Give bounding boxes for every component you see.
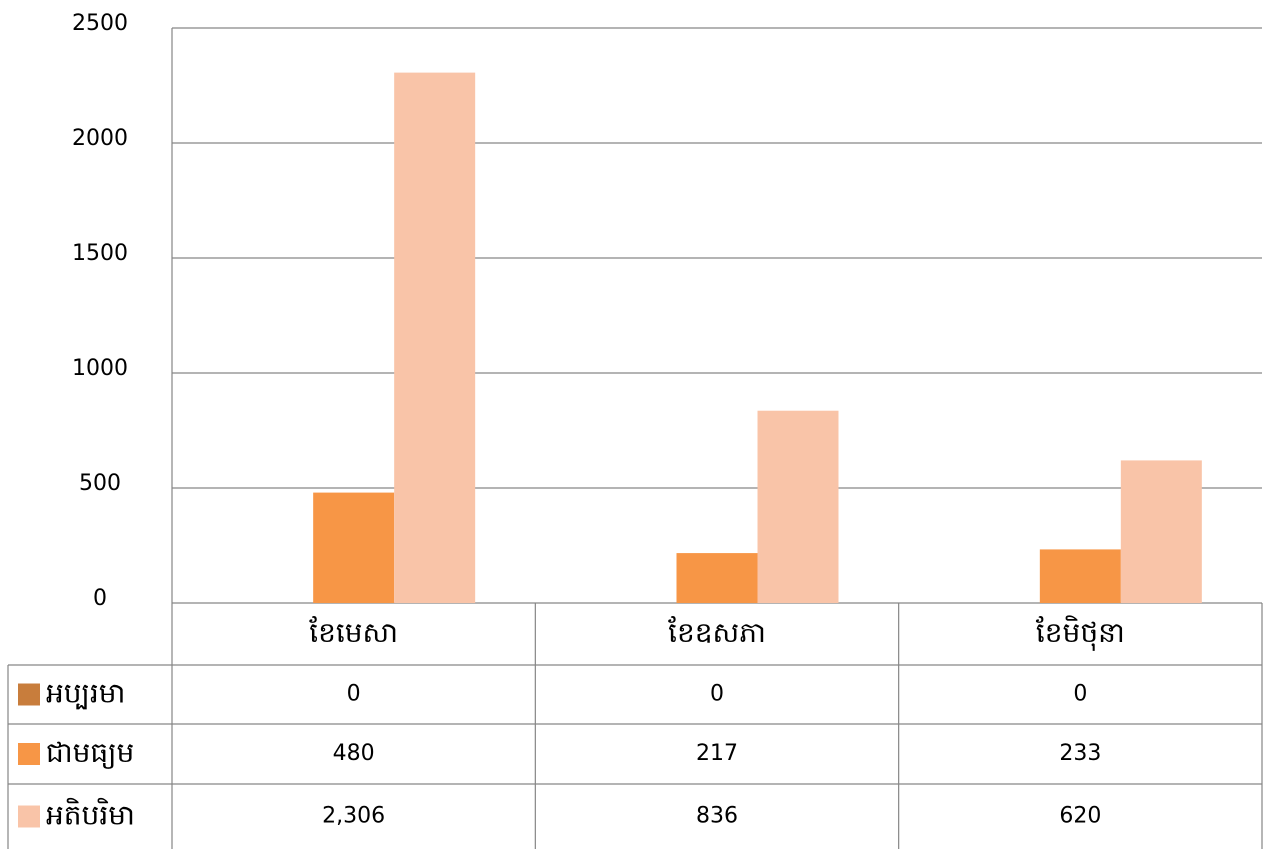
y-tick-label: 0	[93, 586, 107, 611]
y-tick-label: 1000	[72, 356, 128, 381]
table-value: 233	[1059, 741, 1101, 766]
legend-label: ជាមធ្យម	[46, 736, 134, 769]
x-tick-label: ខែឧសភា	[668, 616, 766, 649]
table-value: 0	[1073, 682, 1087, 707]
bar	[313, 492, 395, 603]
table-value: 217	[696, 741, 738, 766]
x-tick-label: ខែមេសា	[309, 616, 398, 649]
bar	[394, 72, 476, 604]
y-tick-label: 1500	[72, 241, 128, 266]
x-tick-label: ខែមិថុនា	[1036, 615, 1125, 651]
legend-swatch	[18, 683, 40, 706]
table-value: 0	[347, 682, 361, 707]
y-tick-label: 500	[79, 471, 121, 496]
table-value: 620	[1059, 804, 1101, 829]
bar	[1120, 460, 1202, 603]
bar	[676, 553, 758, 603]
legend-label: អតិបរិមា	[46, 798, 135, 832]
legend-swatch	[18, 743, 40, 765]
y-tick-label: 2000	[72, 126, 128, 151]
table-value: 2,306	[322, 804, 385, 829]
y-tick-label: 2500	[72, 11, 128, 36]
bar	[1039, 549, 1121, 603]
table-value: 836	[696, 804, 738, 829]
table-value: 0	[710, 682, 724, 707]
bar	[757, 410, 839, 603]
legend-label: អប្បរមា	[46, 677, 125, 710]
legend-swatch	[18, 805, 40, 828]
table-value: 480	[333, 741, 375, 766]
